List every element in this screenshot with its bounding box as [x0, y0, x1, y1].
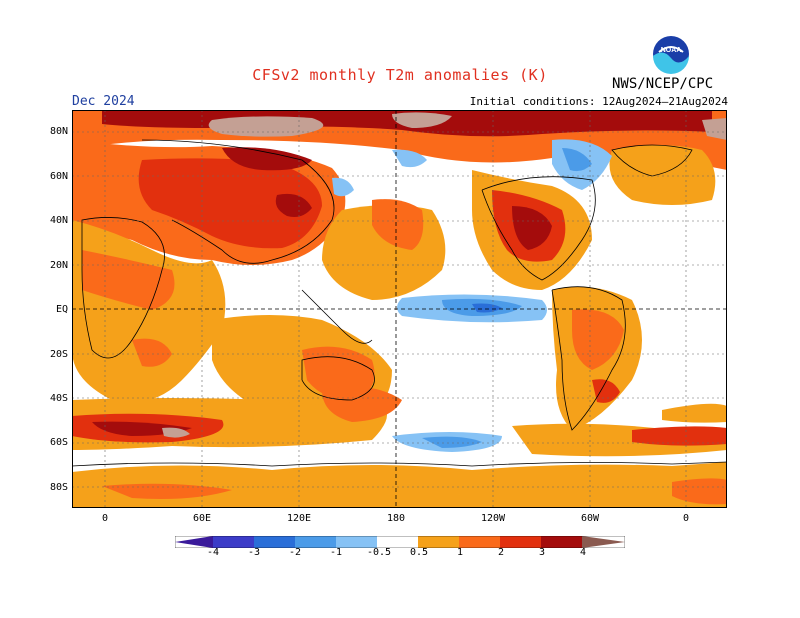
anomaly-region [662, 403, 727, 423]
anomaly-region [222, 147, 312, 171]
anomaly-region [609, 145, 716, 205]
colorbar-label: 2 [497, 547, 505, 558]
anomaly-region [132, 338, 172, 367]
lon-label: 120E [286, 513, 312, 524]
lat-label: 40N [49, 215, 68, 226]
forecast-month-label: Dec 2024 [72, 94, 135, 109]
colorbar-swatch [175, 536, 213, 548]
colorbar-swatch [254, 536, 295, 548]
lat-label: EQ [55, 304, 68, 315]
colorbar-swatch [541, 536, 582, 548]
anomaly-region [672, 478, 727, 505]
map-title: CFSv2 monthly T2m anomalies (K) [252, 66, 548, 84]
colorbar-label: -0.5 [366, 547, 392, 558]
anomaly-region [422, 436, 482, 448]
colorbar-label: -4 [206, 547, 220, 558]
coastlines [72, 139, 727, 467]
map-frame [72, 110, 727, 508]
anomaly-region [322, 386, 402, 422]
anomaly-region [472, 303, 502, 313]
colorbar-swatch [582, 536, 625, 548]
colorbar-swatch [418, 536, 459, 548]
anomaly-region [592, 379, 620, 403]
logo-text: NOAA [661, 47, 682, 54]
anomaly-region [392, 149, 427, 168]
anomaly-region [562, 148, 592, 172]
lon-label: 60E [192, 513, 212, 524]
lon-label: 120W [480, 513, 506, 524]
lon-label: 60W [580, 513, 600, 524]
anomaly-region [392, 112, 452, 128]
lat-label: 60N [49, 171, 68, 182]
colorbar-swatch [500, 536, 541, 548]
anomaly-region [162, 427, 190, 438]
colorbar-swatch [459, 536, 500, 548]
anomaly-region [208, 116, 324, 137]
lat-label: 20N [49, 260, 68, 271]
initial-conditions-label: Initial conditions: 12Aug2024–21Aug2024 [469, 95, 728, 108]
lat-label: 80N [49, 126, 68, 137]
colorbar-label: 1 [456, 547, 464, 558]
lat-label: 60S [49, 437, 68, 448]
colorbar-label: -1 [329, 547, 343, 558]
colorbar-label: -2 [288, 547, 302, 558]
colorbar-label: 4 [579, 547, 587, 558]
equator-dateline [72, 110, 727, 508]
lon-label: 180 [386, 513, 406, 524]
anomaly-region [372, 199, 424, 250]
anomaly-region [332, 177, 354, 197]
agency-label: NWS/NCEP/CPC [612, 76, 714, 92]
colorbar-label: 3 [538, 547, 546, 558]
anomaly-region [702, 118, 727, 140]
anomaly-map [72, 110, 727, 508]
colorbar-label: -3 [247, 547, 261, 558]
anomaly-region [632, 426, 727, 446]
colorbar [175, 536, 625, 548]
lat-label: 80S [49, 482, 68, 493]
lat-label: 20S [49, 349, 68, 360]
anomaly-region [572, 309, 624, 370]
gridlines [72, 110, 727, 508]
anomaly-region [275, 193, 312, 217]
colorbar-swatch [377, 536, 418, 548]
anomaly-region [102, 483, 232, 499]
colorbar-label: 0.5 [409, 547, 429, 558]
anomaly-region [512, 206, 552, 250]
colorbar-swatch [295, 536, 336, 548]
lon-label: 0 [101, 513, 109, 524]
anomaly-region [302, 346, 375, 400]
colorbar-swatch [336, 536, 377, 548]
anomaly-region [138, 158, 322, 249]
lon-label: 0 [682, 513, 690, 524]
lat-label: 40S [49, 393, 68, 404]
anomaly-region [72, 462, 727, 508]
colorbar-swatch [213, 536, 254, 548]
noaa-logo: NOAA [651, 34, 691, 74]
